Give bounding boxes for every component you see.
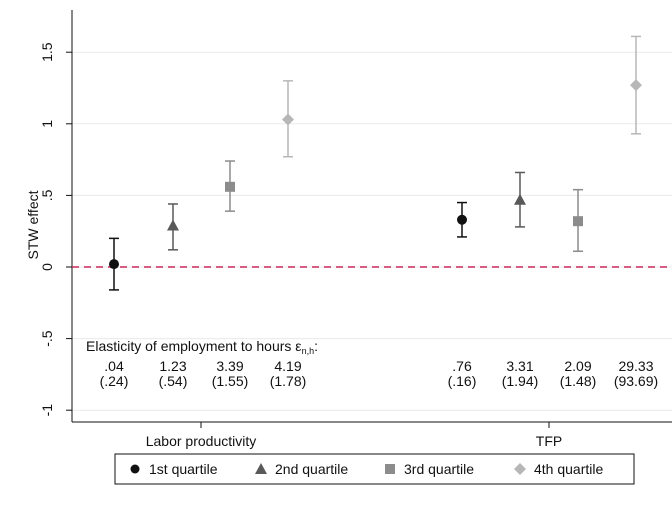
elasticity-value: 29.33 — [618, 358, 653, 374]
elasticity-se: (1.48) — [560, 373, 597, 389]
axes: -1 -.5 0 .5 1 1.5 STW effect Labor productivity… — [25, 10, 672, 449]
y-tick-label: 1.5 — [39, 42, 55, 62]
y-tick-label: 0 — [39, 263, 55, 271]
y-tick-label: 1 — [39, 120, 55, 128]
point-2nd-quartile — [514, 171, 526, 228]
elasticity-value: 4.19 — [274, 358, 301, 374]
marker-diamond — [282, 113, 294, 126]
legend-label: 1st quartile — [149, 461, 218, 477]
point-1st-quartile — [109, 237, 119, 291]
elasticity-annotation: Elasticity of employment to hours εn,h:.… — [86, 338, 658, 389]
point-3rd-quartile — [225, 160, 235, 212]
elasticity-se: (1.78) — [270, 373, 307, 389]
point-4th-quartile — [630, 35, 642, 135]
legend-box — [114, 453, 635, 485]
chart-marks — [109, 35, 642, 291]
legend-label: 2nd quartile — [275, 461, 348, 477]
elasticity-se: (.24) — [100, 373, 129, 389]
point-3rd-quartile — [573, 188, 583, 252]
elasticity-value: 3.31 — [506, 358, 533, 374]
elasticity-se: (.54) — [159, 373, 188, 389]
y-axis-title: STW effect — [25, 190, 41, 259]
elasticity-se: (.16) — [448, 373, 477, 389]
marker-triangle — [167, 219, 179, 231]
point-2nd-quartile — [167, 203, 179, 251]
elasticity-value: 3.39 — [216, 358, 243, 374]
point-1st-quartile — [457, 201, 467, 238]
legend-label: 3rd quartile — [404, 461, 474, 477]
elasticity-se: (93.69) — [614, 373, 658, 389]
elasticity-value: .76 — [452, 358, 472, 374]
y-tick-label: .5 — [39, 189, 55, 201]
legend-marker-triangle — [255, 463, 267, 474]
marker-circle — [457, 214, 467, 225]
marker-triangle — [514, 193, 526, 205]
x-tick-label: Labor productivity — [146, 433, 257, 449]
y-tick-label: -1 — [39, 404, 55, 417]
legend-item-4th-quartile: 4th quartile — [514, 461, 603, 477]
elasticity-se: (1.94) — [502, 373, 539, 389]
legend-item-2nd-quartile: 2nd quartile — [255, 461, 348, 477]
annotation-title: Elasticity of employment to hours εn,h: — [86, 338, 318, 356]
y-tick-label: -.5 — [39, 330, 55, 347]
legend: 1st quartile 2nd quartile 3rd quartile 4th … — [114, 453, 635, 485]
elasticity-se: (1.55) — [212, 373, 249, 389]
point-4th-quartile — [282, 80, 294, 158]
legend-item-1st-quartile: 1st quartile — [130, 461, 218, 477]
marker-square — [573, 216, 583, 227]
legend-item-3rd-quartile: 3rd quartile — [385, 461, 474, 477]
elasticity-value: 2.09 — [564, 358, 591, 374]
legend-marker-circle — [130, 464, 140, 474]
marker-diamond — [630, 79, 642, 92]
legend-marker-diamond — [514, 463, 526, 475]
x-tick-label: TFP — [536, 433, 562, 449]
legend-label: 4th quartile — [534, 461, 603, 477]
marker-circle — [109, 259, 119, 270]
marker-square — [225, 181, 235, 192]
elasticity-value: 1.23 — [159, 358, 186, 374]
elasticity-value: .04 — [104, 358, 124, 374]
legend-marker-square — [385, 464, 395, 474]
